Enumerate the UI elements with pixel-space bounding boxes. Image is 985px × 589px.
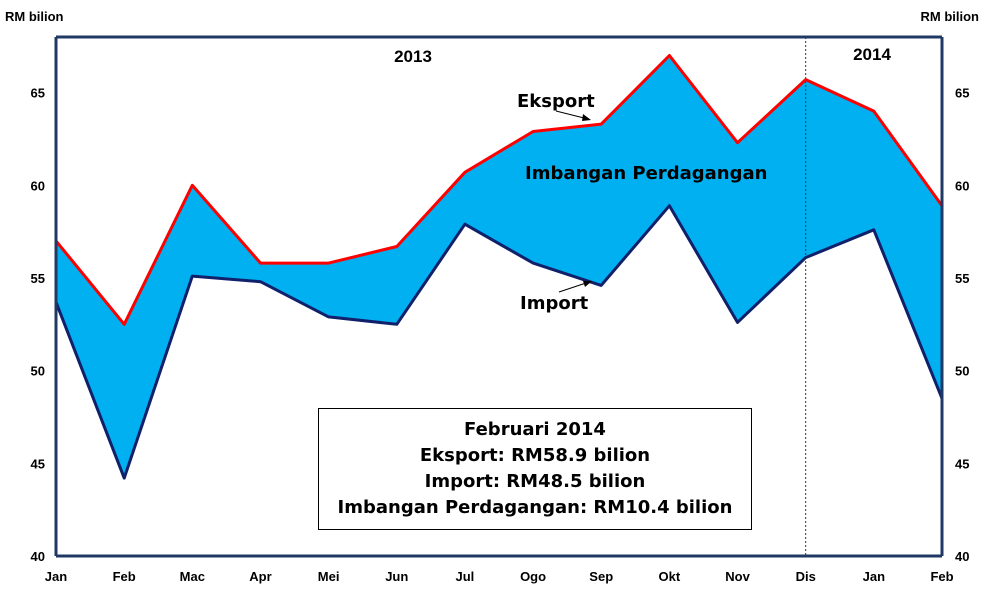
x-tick-11: Dis — [796, 569, 816, 584]
x-tick-4: Mei — [318, 569, 340, 584]
summary-trade-balance: Imbangan Perdagangan: RM10.4 bilion — [337, 497, 733, 518]
x-tick-13: Feb — [930, 569, 953, 584]
x-tick-7: Ogo — [520, 569, 546, 584]
import-line — [54, 204, 944, 480]
left-y-tick-50: 50 — [31, 364, 45, 379]
x-tick-8: Sep — [589, 569, 613, 584]
year-label-2014: 2014 — [853, 45, 891, 64]
x-tick-0: Jan — [45, 569, 67, 584]
export-label-arrowhead — [582, 114, 591, 121]
trade-balance-label: Imbangan Perdagangan — [525, 163, 767, 184]
x-tick-9: Okt — [659, 569, 681, 584]
x-tick-labels: Jan Feb Mac Apr Mei Jun Jul Ogo Sep Okt Nov Dis Jan F… — [45, 569, 954, 584]
x-tick-3: Apr — [249, 569, 271, 584]
x-tick-2: Mac — [180, 569, 205, 584]
left-y-tick-40: 40 — [31, 549, 45, 564]
x-tick-6: Jul — [456, 569, 475, 584]
x-tick-10: Nov — [725, 569, 750, 584]
import-series-label: Import — [520, 293, 589, 314]
import-label-arrowhead — [583, 281, 592, 287]
right-y-tick-65: 65 — [955, 86, 969, 101]
export-series-label: Eksport — [517, 91, 595, 112]
left-y-tick-55: 55 — [31, 271, 45, 286]
right-axis-unit-label: RM bilion — [921, 9, 980, 24]
left-y-tick-45: 45 — [31, 456, 45, 471]
left-y-tick-labels: 40 45 50 55 60 65 — [31, 86, 45, 564]
summary-title: Februari 2014 — [464, 419, 606, 440]
left-y-tick-65: 65 — [31, 86, 45, 101]
left-y-tick-60: 60 — [31, 178, 45, 193]
x-tick-12: Jan — [863, 569, 885, 584]
right-y-tick-55: 55 — [955, 271, 969, 286]
x-tick-5: Jun — [385, 569, 408, 584]
left-axis-unit-label: RM bilion — [5, 9, 64, 24]
right-y-tick-40: 40 — [955, 549, 969, 564]
right-y-tick-labels: 40 45 50 55 60 65 — [955, 86, 969, 564]
february-2014-summary-box: Februari 2014 Eksport: RM58.9 bilion Imp… — [318, 408, 752, 530]
right-y-tick-60: 60 — [955, 178, 969, 193]
trade-balance-area — [56, 55, 942, 479]
export-line — [54, 54, 944, 326]
right-y-tick-50: 50 — [955, 364, 969, 379]
year-label-2013: 2013 — [394, 47, 432, 66]
summary-export: Eksport: RM58.9 bilion — [419, 445, 651, 466]
x-tick-1: Feb — [113, 569, 136, 584]
summary-import: Import: RM48.5 bilion — [424, 471, 646, 492]
right-y-tick-45: 45 — [955, 456, 969, 471]
